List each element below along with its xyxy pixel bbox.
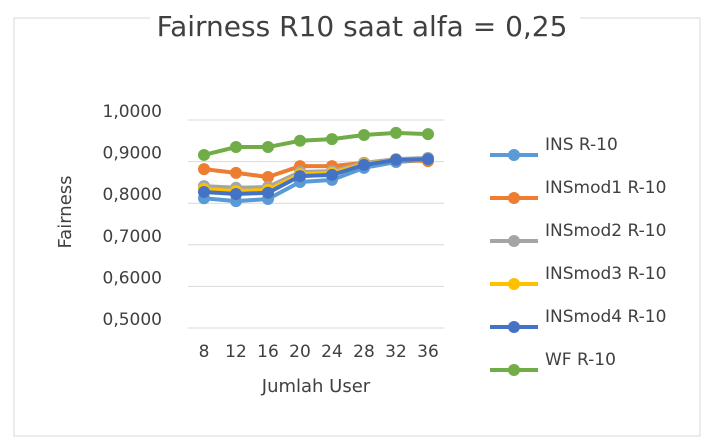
y-tick-label: 0,6000 — [103, 268, 162, 288]
data-point — [422, 128, 434, 141]
legend-label: WF R-10 — [545, 350, 616, 370]
x-tick-label: 12 — [225, 342, 247, 362]
data-point — [422, 153, 434, 166]
legend-label: INS R-10 — [545, 135, 618, 155]
y-tick-label: 0,9000 — [103, 144, 162, 164]
title-background — [150, 10, 580, 46]
legend-label: INSmod2 R-10 — [545, 221, 666, 241]
x-tick-label: 8 — [199, 342, 210, 362]
data-point — [294, 134, 306, 147]
data-point — [262, 141, 274, 154]
y-tick-label: 0,7000 — [103, 227, 162, 247]
y-tick-label: 1,0000 — [103, 102, 162, 122]
data-point — [198, 185, 210, 198]
legend-label: INSmod4 R-10 — [545, 307, 666, 327]
x-tick-label: 32 — [385, 342, 407, 362]
data-point — [230, 166, 242, 179]
y-tick-label: 0,8000 — [103, 185, 162, 205]
data-point — [390, 126, 402, 139]
data-point — [262, 186, 274, 199]
data-point — [294, 170, 306, 183]
x-tick-label: 20 — [289, 342, 311, 362]
legend-label: INSmod1 R-10 — [545, 178, 666, 198]
x-tick-label: 24 — [321, 342, 343, 362]
legend-marker — [508, 321, 520, 333]
data-point — [326, 168, 338, 181]
legend-marker — [508, 192, 520, 204]
data-point — [262, 170, 274, 183]
chart-title: Fairness R10 saat alfa = 0,25 — [157, 10, 568, 43]
legend-marker — [508, 149, 520, 161]
data-point — [326, 133, 338, 146]
data-point — [198, 148, 210, 161]
y-tick-label: 0,5000 — [103, 310, 162, 330]
x-tick-label: 16 — [257, 342, 279, 362]
data-point — [230, 141, 242, 154]
legend-marker — [508, 364, 520, 376]
legend-label: INSmod3 R-10 — [545, 264, 666, 284]
data-point — [390, 153, 402, 166]
y-axis-label: Fairness — [55, 175, 76, 248]
chart-border — [13, 17, 701, 437]
data-point — [230, 188, 242, 201]
x-tick-label: 36 — [417, 342, 439, 362]
legend-marker — [508, 235, 520, 247]
legend-marker — [508, 278, 520, 290]
data-point — [358, 128, 370, 141]
data-point — [358, 158, 370, 171]
data-point — [198, 163, 210, 176]
x-tick-label: 28 — [353, 342, 375, 362]
x-axis-label: Jumlah User — [261, 376, 371, 397]
